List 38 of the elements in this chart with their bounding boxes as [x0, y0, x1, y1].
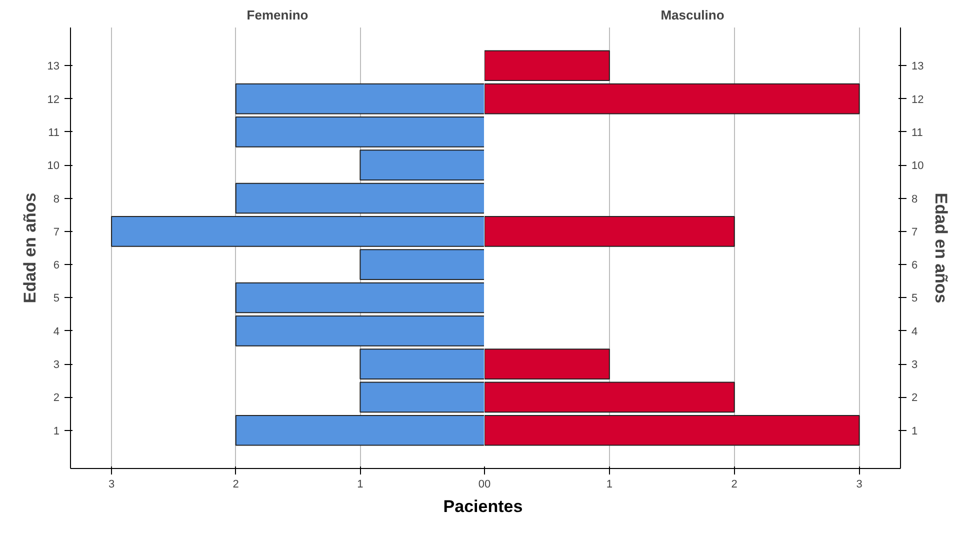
y-tick-label: 8	[53, 193, 60, 206]
y-tick-label: 2	[912, 392, 918, 404]
y-tick-label: 1	[53, 425, 60, 438]
x-tick-label: 0	[478, 478, 485, 490]
y-tick-label: 6	[53, 260, 60, 272]
y-tick-label: 7	[53, 226, 60, 238]
y-tick-label: 3	[912, 359, 918, 372]
y-tick-label: 12	[912, 94, 924, 106]
y-tick-label: 5	[912, 292, 918, 305]
y-axis-title: Edad en años	[932, 192, 951, 304]
y-tick-label: 4	[912, 326, 918, 338]
y-tick-label: 10	[912, 160, 924, 172]
y-tick-label: 8	[912, 193, 918, 206]
x-tick-label: 1	[606, 478, 612, 490]
y-tick-label: 1	[912, 425, 918, 438]
y-tick-label: 12	[47, 94, 60, 106]
y-tick-label: 11	[48, 126, 60, 139]
x-tick-label: 2	[731, 478, 738, 490]
y-tick-label: 2	[53, 392, 60, 404]
y-tick-label: 4	[53, 326, 60, 338]
x-axis-title: Pacientes	[443, 496, 523, 518]
chart-title: Masculino	[660, 8, 724, 22]
y-tick-label: 13	[47, 60, 60, 73]
x-tick-label: 0	[484, 478, 491, 490]
y-tick-label: 13	[912, 60, 924, 73]
y-tick-label: 6	[912, 260, 918, 272]
x-tick-label: 1	[357, 478, 364, 490]
y-tick-label: 7	[912, 226, 918, 238]
x-tick-label: 3	[108, 478, 115, 490]
x-tick-label: 2	[232, 478, 239, 490]
bar	[484, 50, 610, 82]
y-tick-label: 5	[53, 292, 60, 305]
chart-title: Femenino	[246, 8, 308, 22]
y-tick-label: 11	[912, 126, 923, 139]
y-axis-title: Edad en años	[20, 192, 40, 304]
x-tick-label: 3	[856, 478, 862, 490]
y-tick-label: 10	[47, 160, 60, 172]
y-tick-label: 3	[53, 359, 60, 372]
